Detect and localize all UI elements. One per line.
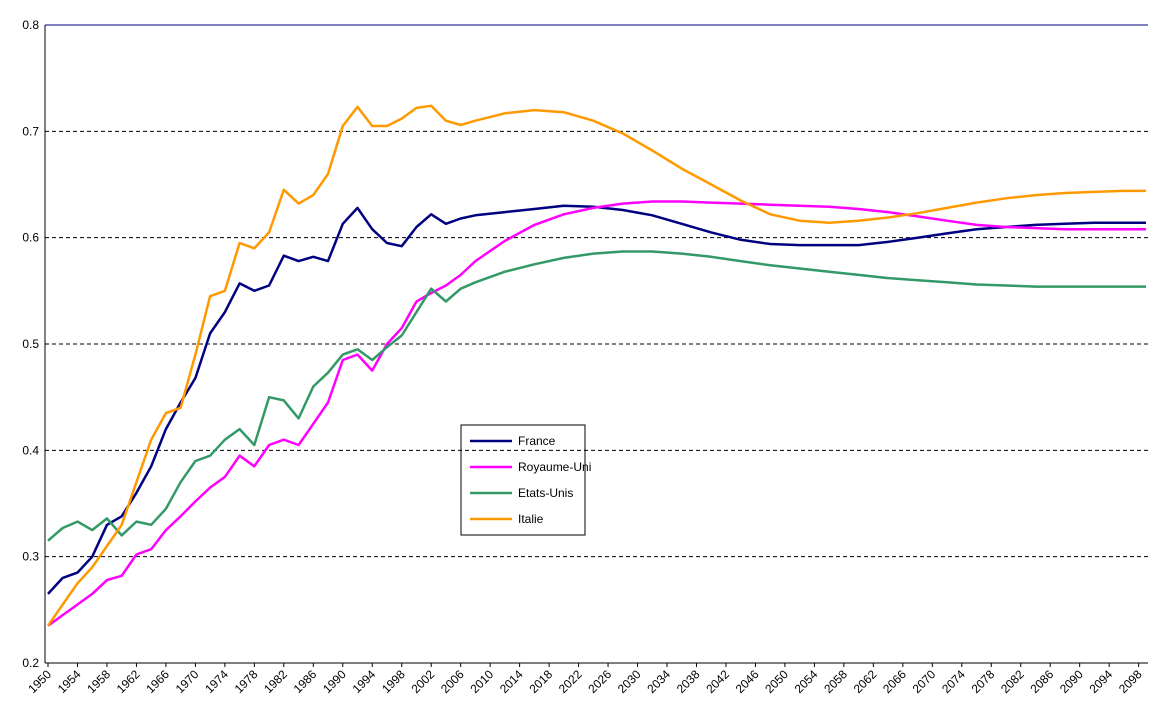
x-tick-label: 2022	[556, 667, 585, 696]
series-line	[46, 104, 1146, 627]
x-tick-label: 1962	[114, 667, 143, 696]
y-tick-label: 0.2	[22, 656, 39, 670]
x-tick-label: 2082	[998, 667, 1027, 696]
x-tick-label: 1982	[261, 667, 290, 696]
x-tick-label: 1954	[55, 667, 84, 696]
x-tick-label: 2018	[526, 667, 555, 696]
x-tick-label: 2098	[1116, 667, 1145, 696]
x-tick-label: 2058	[821, 667, 850, 696]
y-tick-label: 0.4	[22, 443, 39, 457]
x-tick-label: 1970	[173, 667, 202, 696]
x-tick-label: 2078	[969, 667, 998, 696]
x-tick-label: 2074	[939, 667, 968, 696]
x-tick-label: 2014	[497, 667, 526, 696]
x-tick-label: 2010	[467, 667, 496, 696]
x-tick-label: 1990	[320, 667, 349, 696]
x-tick-label: 2002	[409, 667, 438, 696]
y-tick-label: 0.5	[22, 337, 39, 351]
legend-label: France	[518, 434, 556, 448]
x-tick-label: 2046	[733, 667, 762, 696]
legend-label: Etats-Unis	[518, 486, 573, 500]
legend-box	[460, 424, 586, 536]
x-tick-label: 2026	[585, 667, 614, 696]
x-tick-label: 2062	[851, 667, 880, 696]
legend-label: Italie	[518, 512, 544, 526]
x-tick-label: 2038	[674, 667, 703, 696]
series-line	[47, 200, 1146, 627]
x-tick-label: 2050	[762, 667, 791, 696]
x-tick-label: 1966	[143, 667, 172, 696]
x-tick-label: 2006	[438, 667, 467, 696]
y-tick-label: 0.3	[22, 550, 39, 564]
x-tick-label: 1998	[379, 667, 408, 696]
x-tick-label: 2054	[792, 667, 821, 696]
x-tick-label: 2034	[644, 667, 673, 696]
y-tick-label: 0.8	[22, 18, 39, 32]
x-tick-label: 1950	[25, 667, 54, 696]
series-line	[47, 204, 1146, 595]
y-tick-label: 0.7	[22, 124, 39, 138]
x-tick-label: 2094	[1086, 667, 1115, 696]
x-tick-label: 1986	[291, 667, 320, 696]
x-tick-label: 2066	[880, 667, 909, 696]
x-tick-label: 2090	[1057, 667, 1086, 696]
series-line	[47, 250, 1146, 542]
x-tick-label: 1958	[84, 667, 113, 696]
legend-label: Royaume-Uni	[518, 460, 591, 474]
x-tick-label: 1978	[232, 667, 261, 696]
x-tick-label: 1974	[202, 667, 231, 696]
x-tick-label: 2030	[615, 667, 644, 696]
x-tick-label: 2042	[703, 667, 732, 696]
x-tick-label: 2086	[1028, 667, 1057, 696]
x-tick-label: 1994	[350, 667, 379, 696]
y-tick-label: 0.6	[22, 231, 39, 245]
x-tick-label: 2070	[910, 667, 939, 696]
